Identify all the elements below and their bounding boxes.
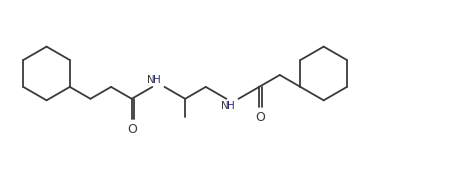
Text: N: N (221, 101, 228, 111)
Text: N: N (147, 75, 154, 85)
Text: O: O (255, 111, 265, 124)
Text: H: H (153, 75, 160, 85)
Text: H: H (227, 101, 234, 111)
Text: O: O (127, 122, 137, 136)
